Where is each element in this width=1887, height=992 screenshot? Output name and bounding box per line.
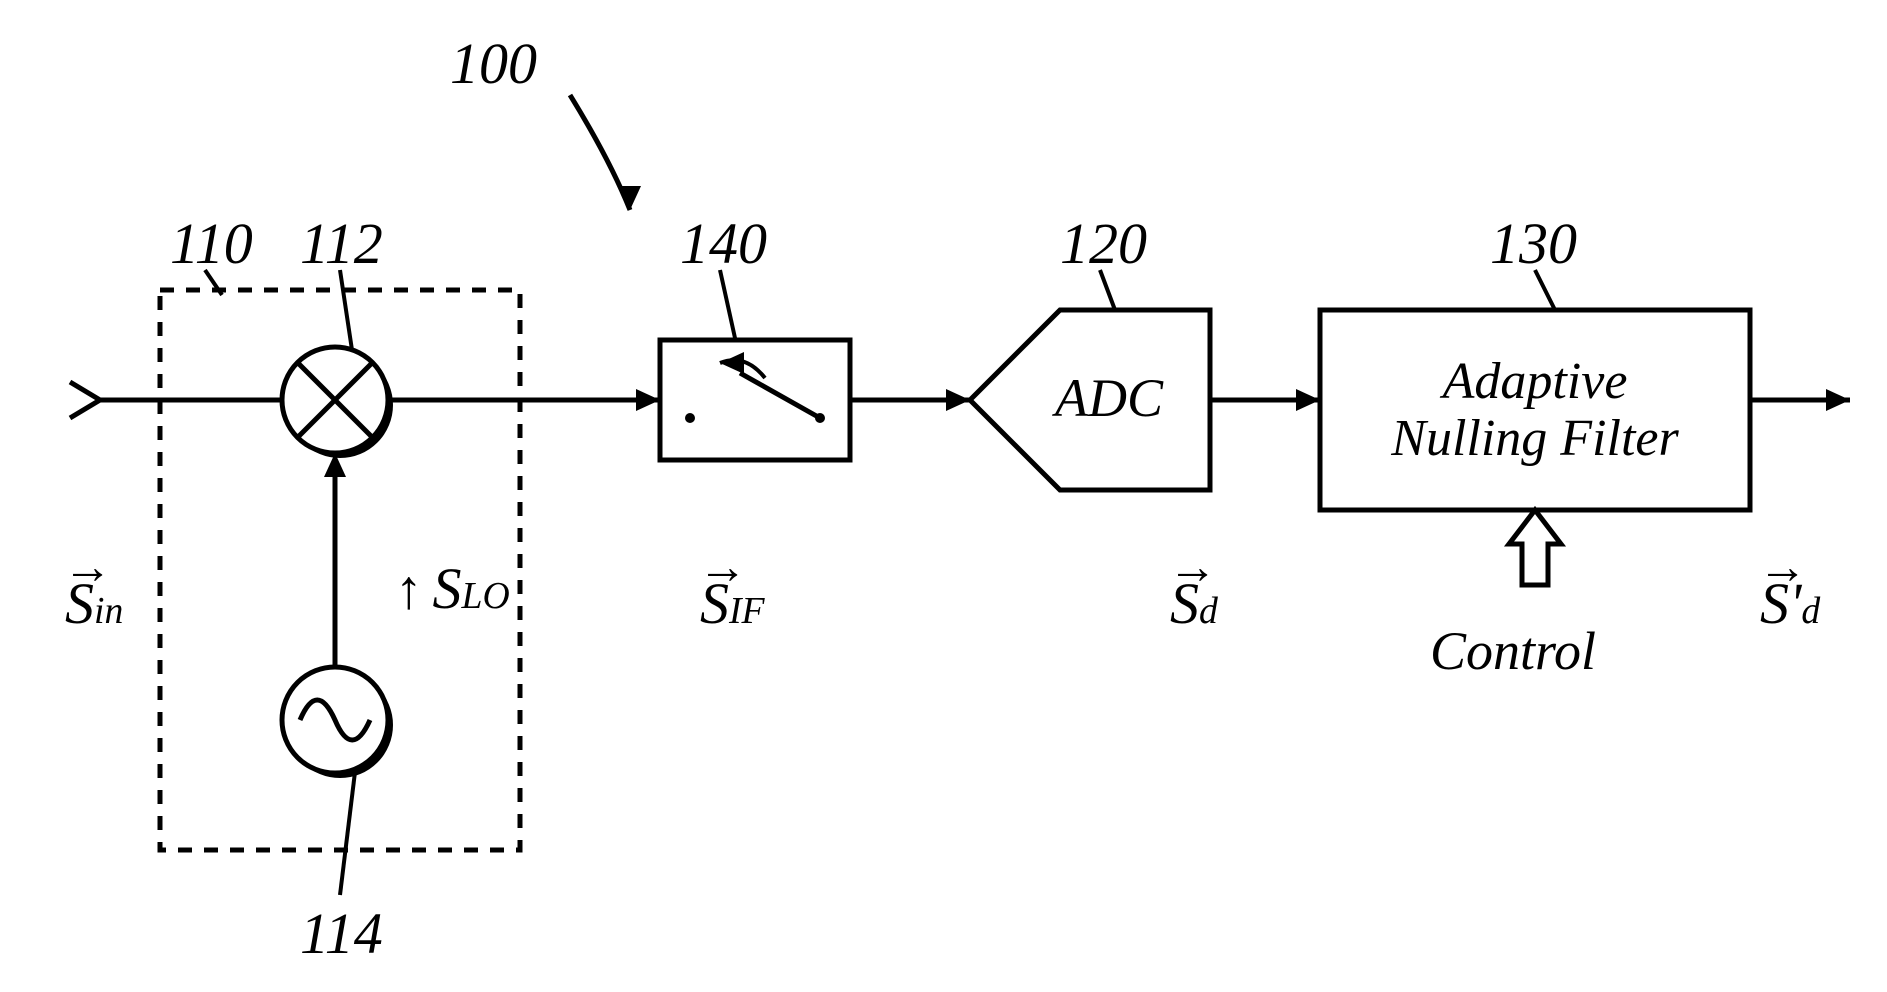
ref-switch: 140 [680,210,767,277]
signal-slo: ↑SLO [395,555,510,622]
signal-sd-sub: d [1199,589,1218,633]
ref-adc-text: 120 [1060,211,1147,276]
ref-frontend: 110 [170,210,253,277]
diagram-canvas: 100 110 112 140 120 130 114 →Sin ↑SLO →S… [0,0,1887,992]
diagram-svg [0,0,1887,992]
ref-system: 100 [450,30,537,97]
signal-sif-overarrow: → [698,538,747,595]
filter-label: Adaptive Nulling Filter [1365,353,1705,467]
ref-frontend-text: 110 [170,211,253,276]
control-label-text: Control [1430,621,1596,681]
ref-osc-text: 114 [300,901,383,966]
adc-label-text: ADC [1055,368,1163,428]
signal-sin-overarrow: → [63,538,112,595]
signal-sd-overarrow: → [1168,538,1217,595]
signal-sdp-sub: d [1801,589,1820,633]
signal-sin: →Sin [65,570,123,637]
filter-label-line2: Nulling Filter [1391,410,1678,467]
ref-mixer: 112 [300,210,383,277]
signal-sif-sub: IF [729,589,765,633]
filter-label-line1: Adaptive [1443,353,1628,410]
control-label: Control [1430,620,1596,682]
signal-slo-uparrow: ↑ [395,558,423,621]
adc-label: ADC [1055,367,1163,429]
ref-filter: 130 [1490,210,1577,277]
ref-system-text: 100 [450,31,537,96]
ref-adc: 120 [1060,210,1147,277]
signal-slo-base: S [433,555,462,622]
signal-sdp-overarrow: → [1758,538,1807,595]
ref-switch-text: 140 [680,211,767,276]
ref-mixer-text: 112 [300,211,383,276]
signal-slo-sub: LO [462,574,510,618]
ref-filter-text: 130 [1490,211,1577,276]
signal-sdp: →S'd [1760,570,1820,637]
ref-osc: 114 [300,900,383,967]
signal-sif: →SIF [700,570,765,637]
signal-sin-sub: in [94,589,123,633]
signal-sd: →Sd [1170,570,1218,637]
